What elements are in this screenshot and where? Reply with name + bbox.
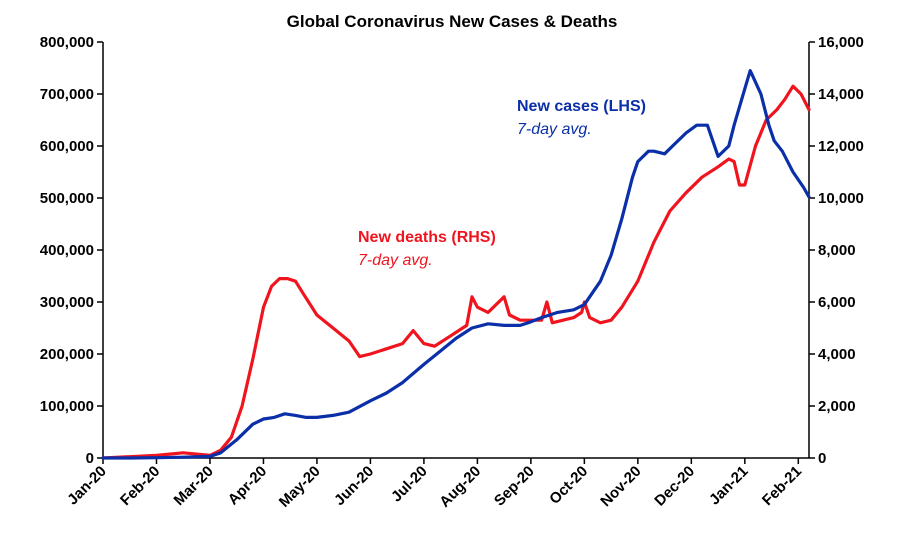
left-y-tick-label: 0 <box>86 450 94 467</box>
series-line-new-cases <box>101 68 811 460</box>
x-tick-label: Feb-20 <box>117 463 163 509</box>
annotation-deaths: New deaths (RHS) 7-day avg. <box>358 229 496 269</box>
x-tick-label: Oct-20 <box>546 463 591 508</box>
right-y-tick-label: 2,000 <box>818 398 856 415</box>
right-y-tick-label: 0 <box>818 450 826 467</box>
annotation-cases: New cases (LHS) 7-day avg. <box>517 98 646 138</box>
right-y-tick-label: 8,000 <box>818 242 856 259</box>
annotation-deaths-label: New deaths (RHS) <box>358 229 496 246</box>
right-y-tick-label: 6,000 <box>818 294 856 311</box>
right-y-tick-label: 16,000 <box>818 34 864 51</box>
right-y-tick-label: 12,000 <box>818 138 864 155</box>
x-tick-label: Aug-20 <box>436 463 484 511</box>
left-y-tick-label: 600,000 <box>40 138 94 155</box>
right-y-tick-label: 4,000 <box>818 346 856 363</box>
x-tick-label: Nov-20 <box>597 463 644 510</box>
left-y-tick-label: 300,000 <box>40 294 94 311</box>
x-tick-label: Jan-20 <box>64 463 110 509</box>
annotation-cases-subtitle: 7-day avg. <box>517 121 592 138</box>
series-layer <box>101 68 811 460</box>
left-y-tick-label: 700,000 <box>40 86 94 103</box>
right-y-tick-label: 10,000 <box>818 190 864 207</box>
left-y-tick-label: 500,000 <box>40 190 94 207</box>
chart-title: Global Coronavirus New Cases & Deaths <box>287 12 618 31</box>
x-tick-label: Dec-20 <box>651 463 698 510</box>
x-tick-label: Feb-21 <box>759 463 805 509</box>
right-y-tick-label: 14,000 <box>818 86 864 103</box>
left-y-tick-label: 200,000 <box>40 346 94 363</box>
x-tick-label: Mar-20 <box>171 463 217 509</box>
x-tick-label: Apr-20 <box>225 463 271 509</box>
x-tick-label: Sep-20 <box>491 463 538 510</box>
annotation-deaths-subtitle: 7-day avg. <box>358 252 433 269</box>
left-y-tick-label: 800,000 <box>40 34 94 51</box>
annotation-cases-label: New cases (LHS) <box>517 98 646 115</box>
x-tick-label: May-20 <box>276 463 324 511</box>
x-tick-label: Jun-20 <box>331 463 377 509</box>
series-line-new-deaths <box>101 84 811 460</box>
x-tick-label: Jul-20 <box>388 463 431 506</box>
left-y-tick-label: 100,000 <box>40 398 94 415</box>
left-y-tick-label: 400,000 <box>40 242 94 259</box>
x-tick-label: Jan-21 <box>706 463 752 509</box>
plot-area <box>102 42 810 459</box>
